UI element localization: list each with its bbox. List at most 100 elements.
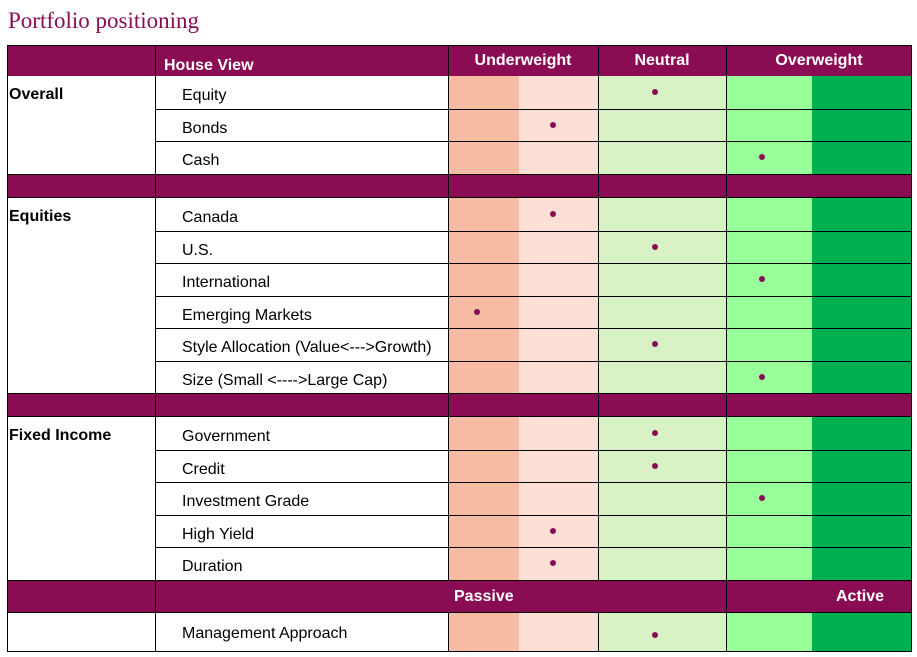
row-divider bbox=[7, 580, 912, 581]
scale-cell-3 bbox=[598, 198, 726, 231]
column-divider bbox=[448, 394, 449, 416]
position-marker bbox=[759, 495, 765, 501]
scale-cell-2 bbox=[519, 515, 598, 547]
position-marker bbox=[652, 89, 658, 95]
column-divider bbox=[448, 45, 449, 76]
scale-cell-3 bbox=[598, 296, 726, 328]
row-label: Investment Grade bbox=[182, 493, 310, 510]
column-divider bbox=[726, 45, 727, 76]
row-label: Style Allocation (Value<--->Growth) bbox=[182, 339, 432, 356]
row-divider bbox=[155, 328, 912, 329]
scale-cell-2 bbox=[519, 109, 598, 141]
scale-cell-4 bbox=[726, 198, 812, 231]
column-divider bbox=[598, 198, 599, 393]
scale-cell-4 bbox=[726, 482, 812, 515]
scale-cell-5 bbox=[812, 263, 912, 296]
scale-cell-3 bbox=[598, 361, 726, 393]
row-label: Government bbox=[182, 428, 271, 445]
column-divider bbox=[448, 175, 449, 197]
column-divider bbox=[448, 613, 449, 652]
scale-cell-3 bbox=[598, 263, 726, 296]
scale-cell-1 bbox=[448, 482, 519, 515]
row-divider bbox=[155, 141, 912, 142]
passive-header: Passive bbox=[454, 588, 514, 605]
scale-cell-1 bbox=[448, 328, 519, 361]
scale-cell-2 bbox=[519, 76, 598, 109]
position-marker bbox=[550, 211, 556, 217]
scale-cell-5 bbox=[812, 417, 912, 450]
column-divider bbox=[155, 76, 156, 174]
management-approach-label: Management Approach bbox=[182, 625, 348, 642]
scale-cell-4 bbox=[726, 296, 812, 328]
column-divider bbox=[726, 613, 727, 652]
table-border bbox=[7, 45, 912, 652]
row-divider bbox=[155, 109, 912, 110]
position-marker bbox=[550, 122, 556, 128]
scale-cell-3 bbox=[598, 231, 726, 263]
scale-cell-1 bbox=[448, 547, 519, 580]
scale-cell-4 bbox=[726, 450, 812, 482]
position-marker bbox=[759, 276, 765, 282]
scale-cell-5 bbox=[812, 450, 912, 482]
row-divider bbox=[155, 296, 912, 297]
scale-cell-2 bbox=[519, 198, 598, 231]
scale-cell-1 bbox=[448, 361, 519, 393]
row-label: High Yield bbox=[182, 526, 255, 543]
section-separator bbox=[7, 394, 912, 416]
portfolio-positioning-table: House View Underweight Neutral Overweight Ov… bbox=[7, 45, 912, 652]
column-divider bbox=[598, 417, 599, 580]
row-label: Canada bbox=[182, 209, 239, 226]
position-marker bbox=[652, 341, 658, 347]
passive-active-band bbox=[7, 581, 912, 612]
active-header: Active bbox=[836, 588, 885, 605]
scale-cell-2 bbox=[519, 141, 598, 174]
scale-cell-5 bbox=[812, 482, 912, 515]
scale-cell-2 bbox=[519, 361, 598, 393]
column-divider bbox=[598, 394, 599, 416]
scale-cell-3 bbox=[598, 109, 726, 141]
scale-cell-2 bbox=[519, 417, 598, 450]
row-label: Duration bbox=[182, 558, 243, 575]
row-label: Emerging Markets bbox=[182, 307, 312, 324]
column-divider bbox=[155, 581, 156, 612]
scale-cell-4 bbox=[726, 515, 812, 547]
scale-cell-2 bbox=[519, 263, 598, 296]
position-marker bbox=[474, 309, 480, 315]
section-label: Overall bbox=[9, 86, 64, 103]
scale-cell-2 bbox=[519, 450, 598, 482]
scale-cell-3 bbox=[598, 76, 726, 109]
row-label: Bonds bbox=[182, 120, 228, 137]
position-marker bbox=[550, 528, 556, 534]
overweight-header: Overweight bbox=[775, 52, 863, 69]
row-divider bbox=[7, 393, 912, 394]
scale-cell-3 bbox=[598, 547, 726, 580]
scale-cell-4 bbox=[726, 613, 812, 652]
row-label: Credit bbox=[182, 461, 225, 478]
column-divider bbox=[155, 45, 156, 76]
row-label: Size (Small <---->Large Cap) bbox=[182, 372, 388, 389]
scale-cell-4 bbox=[726, 263, 812, 296]
scale-cell-5 bbox=[812, 198, 912, 231]
scale-cell-1 bbox=[448, 231, 519, 263]
row-divider bbox=[155, 482, 912, 483]
scale-cell-1 bbox=[448, 613, 519, 652]
column-divider bbox=[155, 175, 156, 197]
scale-cell-5 bbox=[812, 515, 912, 547]
scale-cell-4 bbox=[726, 109, 812, 141]
scale-cell-1 bbox=[448, 141, 519, 174]
position-marker bbox=[759, 154, 765, 160]
column-divider bbox=[448, 198, 449, 393]
row-label: Equity bbox=[182, 87, 227, 104]
page-title: Portfolio positioning bbox=[8, 8, 200, 33]
row-label: International bbox=[182, 274, 271, 291]
scale-cell-3 bbox=[598, 328, 726, 361]
row-label: Cash bbox=[182, 152, 220, 169]
position-marker bbox=[652, 632, 658, 638]
neutral-header: Neutral bbox=[634, 52, 690, 69]
row-divider bbox=[155, 361, 912, 362]
scale-cell-4 bbox=[726, 141, 812, 174]
column-divider bbox=[448, 417, 449, 580]
scale-cell-3 bbox=[598, 482, 726, 515]
scale-cell-5 bbox=[812, 231, 912, 263]
scale-cell-5 bbox=[812, 328, 912, 361]
